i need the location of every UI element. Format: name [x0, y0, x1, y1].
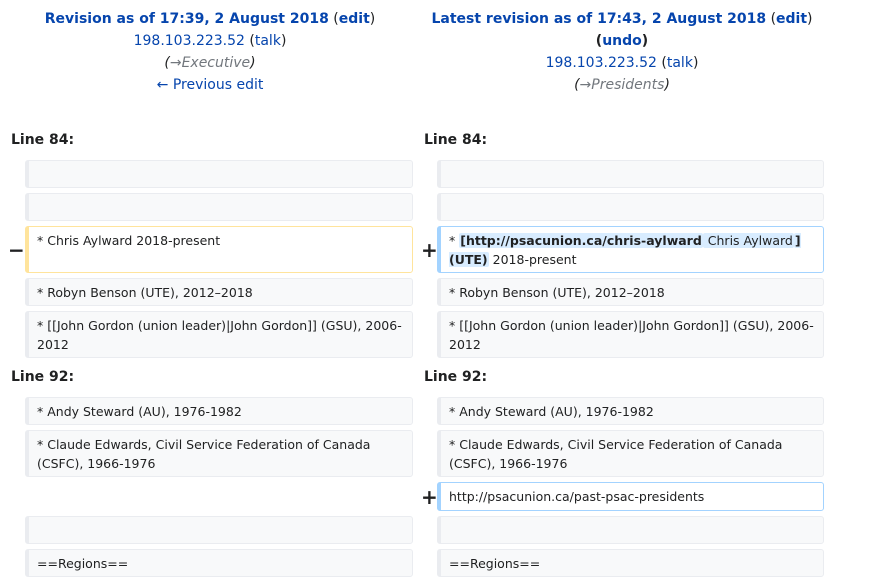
right-edit-summary: (→Presidents): [574, 77, 670, 93]
left-revision-header: Revision as of 17:39, 2 August 2018 (edi…: [8, 8, 412, 96]
right-summary-arrow-link[interactable]: →: [579, 77, 592, 93]
context-line-right: * [[John Gordon (union leader)|John Gord…: [437, 311, 824, 358]
right-revision-title-link[interactable]: Latest revision as of 17:43, 2 August 20…: [431, 11, 767, 27]
added-line-marker: +: [421, 485, 438, 509]
previous-edit-link[interactable]: ← Previous edit: [156, 77, 264, 93]
deleted-line-left: * Chris Aylward 2018-present: [25, 226, 413, 273]
right-summary-section: Presidents: [591, 77, 665, 93]
left-edit-summary: (→Executive): [164, 55, 256, 71]
context-empty-row-left: [25, 516, 413, 544]
inserted-text: Chris Aylward: [702, 233, 794, 248]
context-line-left: * Claude Edwards, Civil Service Federati…: [25, 430, 413, 477]
context-empty-row-left: [25, 160, 413, 188]
inserted-text: [http://psacunion.ca/chris-aylward: [459, 233, 703, 248]
left-revision-title-link[interactable]: Revision as of 17:39, 2 August 2018: [44, 11, 329, 27]
context-empty-row-left: [25, 193, 413, 221]
left-summary-section: Executive: [181, 55, 251, 71]
added-line-right: * [http://psacunion.ca/chris-aylward Chr…: [437, 226, 824, 273]
line-number-92-left: Line 92:: [11, 369, 75, 385]
right-revision-header: Latest revision as of 17:43, 2 August 20…: [420, 8, 824, 96]
context-line-left: * Robyn Benson (UTE), 2012–2018: [25, 278, 413, 306]
left-talk-link[interactable]: talk: [254, 33, 281, 49]
added-line-marker: +: [421, 238, 438, 262]
right-edit-link[interactable]: edit: [776, 11, 808, 27]
context-empty-row-right: [437, 160, 824, 188]
left-edit-link[interactable]: edit: [338, 11, 370, 27]
context-line-right: * Robyn Benson (UTE), 2012–2018: [437, 278, 824, 306]
line-number-92-right: Line 92:: [424, 369, 488, 385]
context-line-right: * Andy Steward (AU), 1976-1982: [437, 397, 824, 425]
deleted-line-marker: −: [8, 238, 25, 262]
context-line-right: ==Regions==: [437, 549, 824, 577]
context-line-left: * Andy Steward (AU), 1976-1982: [25, 397, 413, 425]
right-user-link[interactable]: 198.103.223.52: [545, 55, 657, 71]
context-line-right: * Claude Edwards, Civil Service Federati…: [437, 430, 824, 477]
undo-link[interactable]: undo: [602, 33, 642, 49]
context-line-left: * [[John Gordon (union leader)|John Gord…: [25, 311, 413, 358]
line-number-84-left: Line 84:: [11, 132, 75, 148]
context-empty-row-right: [437, 516, 824, 544]
left-summary-arrow-link[interactable]: →: [169, 55, 182, 71]
context-line-left: ==Regions==: [25, 549, 413, 577]
added-line-right: http://psacunion.ca/past-psac-presidents: [437, 482, 824, 511]
right-talk-link[interactable]: talk: [666, 55, 693, 71]
left-user-link[interactable]: 198.103.223.52: [133, 33, 245, 49]
line-number-84-right: Line 84:: [424, 132, 488, 148]
context-empty-row-right: [437, 193, 824, 221]
